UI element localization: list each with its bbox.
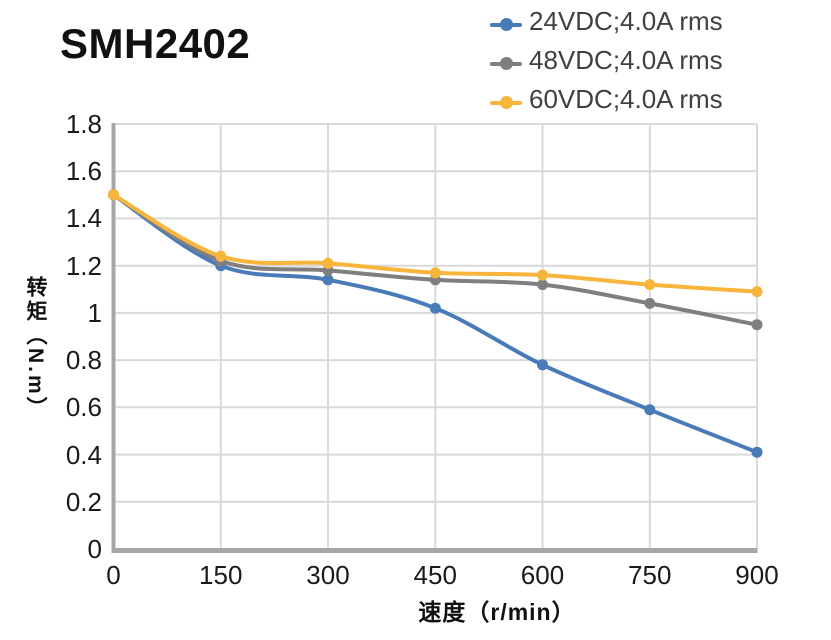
x-tick-label: 600 bbox=[520, 560, 565, 590]
data-point-marker bbox=[215, 250, 227, 262]
x-axis-title: 速度（r/min） bbox=[418, 599, 576, 625]
legend-line-dot-icon bbox=[490, 95, 522, 111]
data-point-marker bbox=[644, 297, 656, 309]
legend-item-60vdc: 60VDC;4.0A rms bbox=[490, 80, 723, 119]
x-tick-label: 150 bbox=[199, 560, 243, 590]
y-axis-title: 转矩（N.m） bbox=[24, 276, 47, 421]
data-point-marker bbox=[537, 359, 548, 371]
legend-item-48vdc: 48VDC;4.0A rms bbox=[490, 41, 723, 80]
y-tick-label: 1 bbox=[87, 297, 102, 328]
page-title: SMH2402 bbox=[60, 20, 251, 67]
x-tick-label: 900 bbox=[735, 560, 779, 590]
x-tick-label: 0 bbox=[106, 560, 121, 590]
legend-line-dot-icon bbox=[490, 17, 522, 33]
legend-item-24vdc: 24VDC;4.0A rms bbox=[490, 2, 723, 41]
y-tick-label: 0 bbox=[87, 534, 102, 564]
x-tick-label: 750 bbox=[628, 560, 672, 590]
y-tick-label: 1.2 bbox=[65, 250, 102, 281]
y-tick-label: 0.4 bbox=[65, 439, 102, 470]
data-point-marker bbox=[644, 404, 656, 416]
y-tick-label: 1.8 bbox=[65, 109, 102, 139]
legend-line-dot-icon bbox=[490, 56, 522, 72]
legend-label: 48VDC;4.0A rms bbox=[529, 45, 723, 75]
data-point-marker bbox=[108, 189, 119, 201]
data-point-marker bbox=[644, 279, 656, 291]
data-point-marker bbox=[537, 269, 548, 281]
data-point-marker bbox=[751, 446, 763, 458]
data-point-marker bbox=[322, 274, 334, 286]
chart-legend: 24VDC;4.0A rms 48VDC;4.0A rms 60VDC;4.0A r… bbox=[490, 2, 723, 119]
y-tick-label: 0.6 bbox=[65, 392, 102, 423]
y-tick-label: 1.6 bbox=[65, 156, 102, 187]
x-tick-label: 450 bbox=[413, 560, 457, 590]
data-point-marker bbox=[322, 257, 334, 269]
legend-label: 24VDC;4.0A rms bbox=[529, 6, 723, 36]
legend-label: 60VDC;4.0A rms bbox=[529, 84, 723, 114]
data-point-marker bbox=[429, 267, 441, 279]
y-tick-label: 0.8 bbox=[65, 345, 102, 376]
data-point-marker bbox=[537, 279, 548, 291]
x-tick-label: 300 bbox=[306, 560, 350, 590]
data-point-marker bbox=[751, 286, 763, 298]
data-point-marker bbox=[429, 302, 441, 314]
y-tick-label: 1.4 bbox=[65, 203, 102, 234]
data-point-marker bbox=[751, 319, 763, 331]
y-tick-label: 0.2 bbox=[65, 486, 102, 517]
